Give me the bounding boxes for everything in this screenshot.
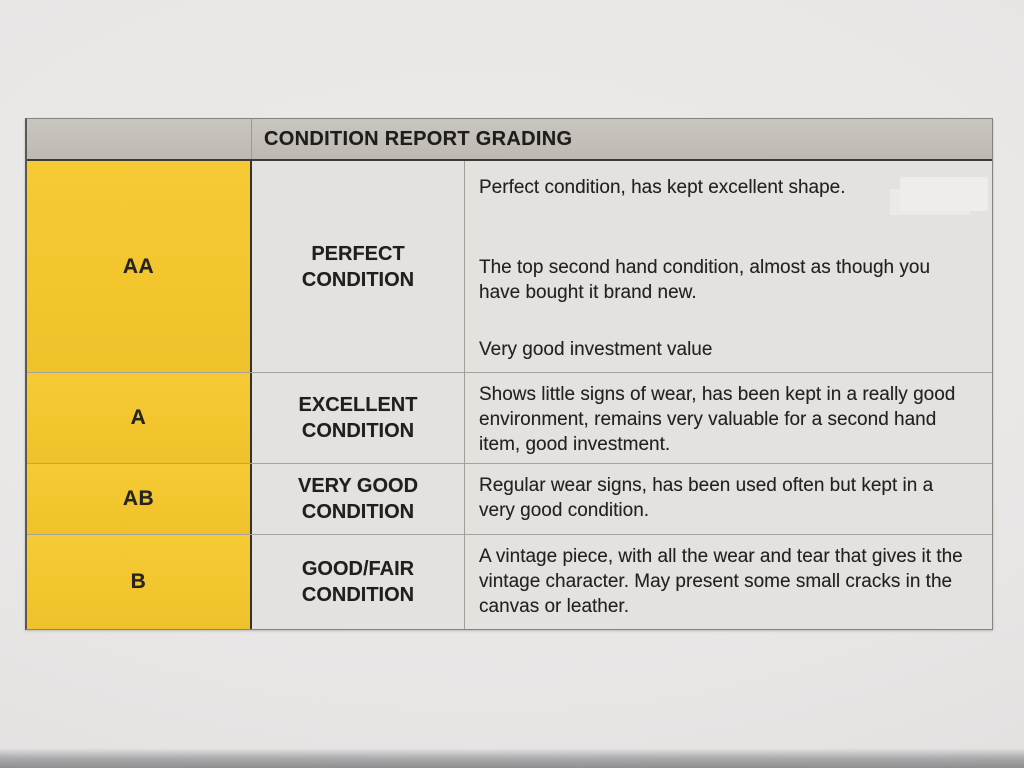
- grade-text: A: [130, 406, 147, 429]
- grade-text: AA: [122, 254, 155, 278]
- grade-text: B: [130, 570, 147, 593]
- table-header-row: CONDITION REPORT GRADING: [27, 119, 992, 161]
- grade-cell: A: [27, 373, 252, 463]
- description-cell: A vintage piece, with all the wear and t…: [465, 535, 992, 629]
- condition-label: GOOD/FAIR CONDITION: [301, 558, 415, 606]
- grade-cell: AB: [27, 464, 252, 534]
- description-paragraph: Very good investment value: [479, 339, 713, 360]
- table-title: CONDITION REPORT GRADING: [264, 127, 573, 150]
- condition-label: EXCELLENT CONDITION: [298, 394, 418, 442]
- table-row-b: B GOOD/FAIR CONDITION A vintage piece, w…: [27, 534, 992, 629]
- description-cell: Perfect condition, has kept excellent sh…: [465, 161, 992, 372]
- table-row-a: A EXCELLENT CONDITION Shows little signs…: [27, 372, 992, 463]
- table-row-ab: AB VERY GOOD CONDITION Regular wear sign…: [27, 463, 992, 534]
- header-empty-cell: [27, 119, 252, 159]
- description-paragraph: The top second hand condition, almost as…: [479, 257, 931, 303]
- condition-label-cell: VERY GOOD CONDITION: [252, 464, 465, 534]
- condition-label: VERY GOOD CONDITION: [297, 475, 419, 523]
- condition-grading-table: CONDITION REPORT GRADING AA PERFECT COND…: [25, 118, 993, 630]
- description-paragraph: Perfect condition, has kept excellent sh…: [479, 177, 846, 198]
- condition-label: PERFECT CONDITION: [301, 242, 415, 291]
- description-paragraph: A vintage piece, with all the wear and t…: [479, 546, 963, 617]
- description-cell: Regular wear signs, has been used often …: [465, 464, 992, 534]
- grade-cell: B: [27, 535, 252, 629]
- grade-cell: AA: [27, 161, 252, 372]
- table-row-aa: AA PERFECT CONDITION Perfect condition, …: [27, 161, 992, 372]
- description-paragraph: Regular wear signs, has been used often …: [479, 475, 934, 521]
- condition-label-cell: EXCELLENT CONDITION: [252, 373, 465, 463]
- condition-label-cell: PERFECT CONDITION: [252, 161, 465, 372]
- whiteout-patch: [900, 177, 988, 211]
- description-paragraph: Shows little signs of wear, has been kep…: [479, 384, 956, 455]
- condition-label-cell: GOOD/FAIR CONDITION: [252, 535, 465, 629]
- description-cell: Shows little signs of wear, has been kep…: [465, 373, 992, 463]
- grade-text: AB: [122, 487, 155, 510]
